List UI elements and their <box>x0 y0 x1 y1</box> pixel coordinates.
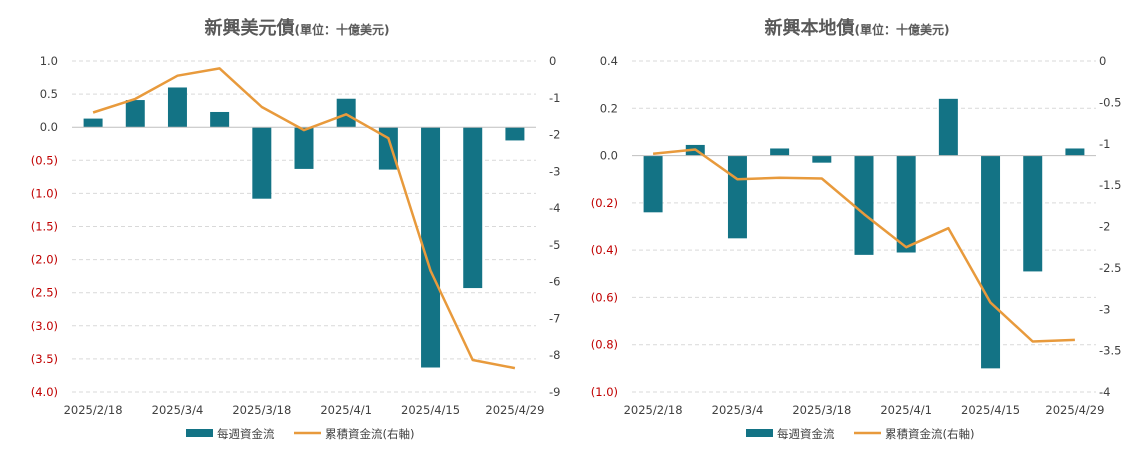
weekly-flow-bar <box>981 155 1001 369</box>
x-tick-label: 2025/4/29 <box>485 403 544 417</box>
y-left-tick-label: (3.0) <box>31 319 58 333</box>
y-left-tick-label: 0.2 <box>600 101 618 115</box>
weekly-flow-bar <box>1065 148 1085 156</box>
x-tick-label: 2025/3/4 <box>712 403 764 417</box>
y-left-tick-label: (0.2) <box>591 196 618 210</box>
y-right-tick-label: -3.5 <box>1099 344 1121 358</box>
chart-2: 新興本地債(單位：十億美元) 0.4 0.2 0.0 (0.2) (0.4) (0.6) (0… <box>591 17 1122 441</box>
y-left-tick-label: (1.5) <box>31 220 58 234</box>
x-tick-label: 2025/2/18 <box>624 403 683 417</box>
weekly-flow-bar <box>336 98 356 128</box>
y-right-tick-label: 0 <box>1099 54 1106 68</box>
x-tick-label: 2025/4/1 <box>880 403 932 417</box>
y-left-tick-label: 0.5 <box>40 87 58 101</box>
legend-label-bar: 每週資金流 <box>777 427 835 441</box>
x-tick-label: 2025/4/29 <box>1045 403 1104 417</box>
y-right-tick-label: -1.5 <box>1099 178 1121 192</box>
weekly-flow-bar <box>643 155 663 213</box>
chart-title-unit: (單位：十億美元) <box>855 22 950 37</box>
x-tick-label: 2025/3/18 <box>232 403 291 417</box>
chart-title: 新興本地債(單位：十億美元) <box>765 17 950 39</box>
x-tick-label: 2025/3/4 <box>152 403 204 417</box>
weekly-flow-bar <box>210 111 230 128</box>
chart-title-unit: (單位：十億美元) <box>295 22 390 37</box>
y-right-tick-label: -3 <box>549 164 560 178</box>
y-left-tick-label: (3.5) <box>31 352 58 366</box>
weekly-flow-bar <box>1023 155 1043 272</box>
y-right-tick-label: -3 <box>1099 302 1110 316</box>
chart-title: 新興美元債(單位：十億美元) <box>205 17 390 39</box>
chart-title-main: 新興美元債 <box>205 17 295 39</box>
y-right-tick-label: -0.5 <box>1099 95 1121 109</box>
legend-label-bar: 每週資金流 <box>217 427 275 441</box>
y-right-tick-label: 0 <box>549 54 556 68</box>
legend-bar-swatch <box>186 429 213 437</box>
weekly-flow-bar <box>896 155 916 253</box>
y-left-tick-label: 0.0 <box>600 149 618 163</box>
y-left-tick-label: (1.0) <box>591 385 618 399</box>
y-right-tick-label: -7 <box>549 311 560 325</box>
legend: 每週資金流 累積資金流(右軸) <box>746 427 974 441</box>
y-right-tick-label: -2 <box>1099 220 1110 234</box>
weekly-flow-bar <box>125 100 145 128</box>
y-right-tick-label: -2 <box>549 128 560 142</box>
weekly-flow-bar <box>294 127 314 169</box>
y-left-tick-label: 1.0 <box>40 54 58 68</box>
y-right-tick-label: -8 <box>549 348 560 362</box>
weekly-flow-bar <box>167 87 187 128</box>
y-left-tick-label: (2.5) <box>31 286 58 300</box>
weekly-flow-bar <box>938 98 958 156</box>
weekly-flow-bar <box>727 155 747 239</box>
y-right-tick-label: -2.5 <box>1099 261 1121 275</box>
x-tick-label: 2025/2/18 <box>64 403 123 417</box>
weekly-flow-bar <box>378 127 398 170</box>
y-left-tick-label: (0.4) <box>591 243 618 257</box>
y-left-tick-label: (0.6) <box>591 290 618 304</box>
x-tick-label: 2025/3/18 <box>792 403 851 417</box>
weekly-flow-bar <box>854 155 874 255</box>
y-right-tick-label: -1 <box>549 91 560 105</box>
weekly-flow-bar <box>770 148 790 156</box>
y-left-tick-label: (1.0) <box>31 186 58 200</box>
y-left-tick-label: 0.0 <box>40 120 58 134</box>
y-right-tick-label: -9 <box>549 385 560 399</box>
cumulative-flow-line <box>652 148 1075 343</box>
weekly-flow-bar <box>252 127 272 199</box>
weekly-flow-bar <box>463 127 483 289</box>
legend-label-line: 累積資金流(右軸) <box>325 427 414 441</box>
weekly-flow-bar <box>505 127 525 141</box>
legend: 每週資金流 累積資金流(右軸) <box>186 427 414 441</box>
cumulative-flow-line <box>92 67 516 370</box>
x-tick-label: 2025/4/15 <box>401 403 460 417</box>
legend-label-line: 累積資金流(右軸) <box>885 427 974 441</box>
y-right-tick-label: -5 <box>549 238 560 252</box>
y-left-tick-label: (4.0) <box>31 385 58 399</box>
x-tick-label: 2025/4/15 <box>961 403 1020 417</box>
legend-bar-swatch <box>746 429 773 437</box>
x-tick-label: 2025/4/1 <box>320 403 372 417</box>
y-right-tick-label: -4 <box>1099 385 1110 399</box>
weekly-flow-bar <box>83 118 103 128</box>
y-left-tick-label: 0.4 <box>600 54 618 68</box>
weekly-flow-bar <box>421 127 441 368</box>
y-left-tick-label: (2.0) <box>31 253 58 267</box>
y-right-tick-label: -1 <box>1099 137 1110 151</box>
chart-1: 新興美元債(單位：十億美元) 1.0 0.5 0.0 (0.5) (1.0) (1.5) (2… <box>31 17 561 441</box>
y-left-tick-label: (0.5) <box>31 153 58 167</box>
y-right-tick-label: -4 <box>549 201 560 215</box>
y-left-tick-label: (0.8) <box>591 338 618 352</box>
chart-title-main: 新興本地債 <box>765 17 855 39</box>
weekly-flow-bar <box>812 155 832 163</box>
y-right-tick-label: -6 <box>549 275 560 289</box>
